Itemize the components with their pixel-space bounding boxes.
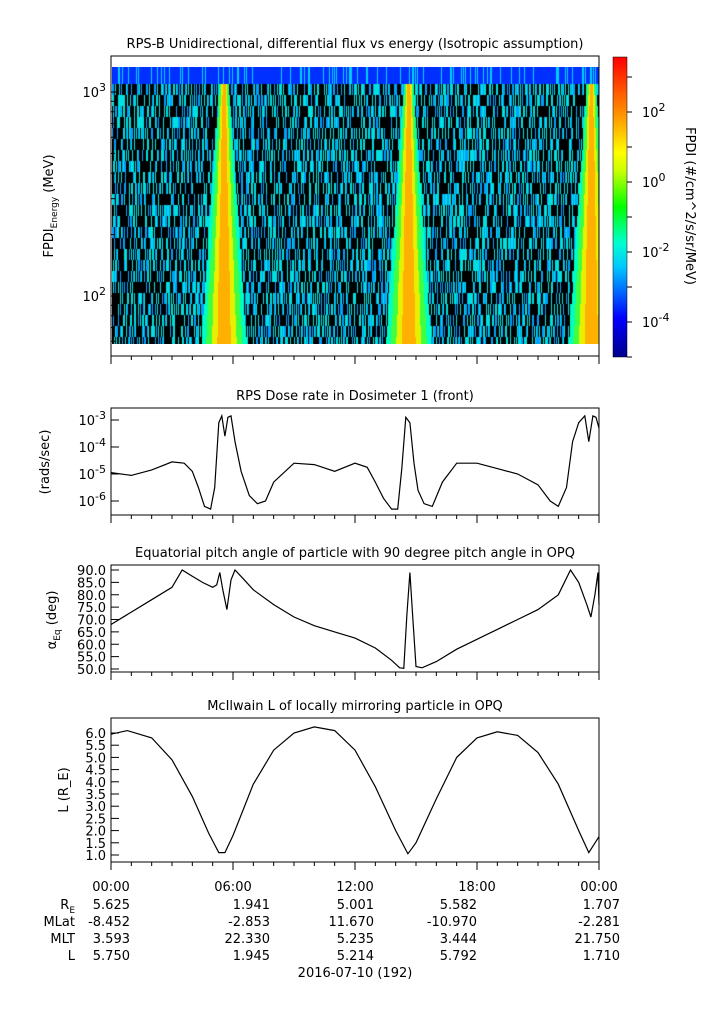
mcilwain-l-line [110, 726, 600, 855]
mcilwain-l-title: McIlwain L of locally mirroring particle… [207, 699, 503, 714]
dose-rate-frame [110, 407, 600, 516]
ephemeris-value: 5.582 [440, 898, 477, 913]
y-tick-label: 2.5 [85, 812, 106, 827]
y-tick-label: 10-6 [78, 490, 106, 510]
y-tick-label: 65.0 [77, 626, 106, 641]
y-tick-label: 10-5 [78, 463, 106, 483]
y-tick-label: 60.0 [77, 638, 106, 653]
y-tick-label: 4.5 [85, 764, 106, 779]
x-tick-label: 06:00 [214, 880, 251, 895]
pitch-angle-title: Equatorial pitch angle of particle with … [135, 546, 575, 561]
ephemeris-value: -2.281 [578, 915, 620, 930]
x-tick-label: 18:00 [458, 880, 495, 895]
spectrogram-heatmap [112, 67, 599, 344]
y-axis-label: αEq (deg) [45, 591, 63, 650]
ephemeris-row-label: MLT [50, 932, 75, 947]
ephemeris-value: 1.945 [233, 949, 270, 964]
ephemeris-value: 5.625 [93, 898, 130, 913]
spectrogram-title: RPS-B Unidirectional, differential flux … [127, 37, 584, 52]
ephemeris-value: 5.792 [440, 949, 477, 964]
ephemeris-value: 3.593 [93, 932, 130, 947]
ephemeris-value: -10.970 [427, 915, 477, 930]
y-tick-label: 70.0 [77, 614, 106, 629]
x-tick-label: 00:00 [92, 880, 129, 895]
ephemeris-value: 5.750 [93, 949, 130, 964]
y-tick-label: 6.0 [85, 727, 106, 742]
colorbar-label: FPDI (#/cm^2/s/sr/MeV) [682, 127, 697, 285]
mcilwain-l-frame [110, 717, 600, 863]
colorbar-tick-label: 10-2 [642, 241, 670, 261]
ephemeris-value: -8.452 [88, 915, 130, 930]
ephemeris-row-label: L [68, 949, 76, 964]
dose-rate-title: RPS Dose rate in Dosimeter 1 (front) [236, 389, 474, 404]
y-axis-label: FPDIEnergy (MeV) [42, 154, 60, 257]
ephemeris-value: 5.001 [337, 898, 374, 913]
y-tick-label: 90.0 [77, 564, 106, 579]
ephemeris-value: 11.670 [329, 915, 375, 930]
colorbar-tick-label: 100 [642, 171, 666, 191]
ephemeris-value: 5.235 [337, 932, 374, 947]
ephemeris-value: 5.214 [337, 949, 374, 964]
y-tick-label: 5.0 [85, 751, 106, 766]
date-label: 2016-07-10 (192) [298, 966, 413, 981]
y-tick-label: 3.5 [85, 788, 106, 803]
ephemeris-value: 3.444 [440, 932, 477, 947]
pitch-angle-frame [110, 564, 600, 673]
ephemeris-value: 1.707 [583, 898, 620, 913]
colorbar-tick-label: 102 [642, 101, 666, 121]
ephemeris-value: 1.941 [233, 898, 270, 913]
x-tick-label: 12:00 [336, 880, 373, 895]
colorbar-tick-label: 10-4 [642, 311, 670, 331]
colorbar [612, 56, 628, 358]
ephemeris-value: 22.330 [225, 932, 271, 947]
y-tick-label: 80.0 [77, 589, 106, 604]
pitch-angle-line [110, 568, 600, 669]
spectrogram-frame [110, 55, 600, 357]
y-tick-label: 10-3 [78, 409, 106, 429]
y-tick-label: 1.5 [85, 837, 106, 852]
y-tick-label: 75.0 [77, 601, 106, 616]
x-tick-label: 00:00 [580, 880, 617, 895]
y-tick-label: 50.0 [77, 663, 106, 678]
ephemeris-row-label: RE [60, 898, 75, 916]
y-tick-label: 103 [82, 81, 106, 101]
y-tick-label: 55.0 [77, 651, 106, 666]
ephemeris-value: -2.853 [228, 915, 270, 930]
dose-rate-line [110, 413, 600, 510]
y-tick-label: 10-4 [78, 436, 106, 456]
y-axis-label: L (R_E) [57, 767, 72, 812]
ephemeris-value: 21.750 [575, 932, 621, 947]
y-tick-label: 3.0 [85, 800, 106, 815]
ephemeris-row-label: MLat [43, 915, 75, 930]
y-axis-label: (rads/sec) [38, 430, 53, 495]
y-tick-label: 4.0 [85, 776, 106, 791]
y-tick-label: 2.0 [85, 825, 106, 840]
ephemeris-value: 1.710 [583, 949, 620, 964]
y-tick-label: 5.5 [85, 739, 106, 754]
y-tick-label: 1.0 [85, 849, 106, 864]
y-tick-label: 85.0 [77, 576, 106, 591]
y-tick-label: 102 [82, 285, 106, 305]
